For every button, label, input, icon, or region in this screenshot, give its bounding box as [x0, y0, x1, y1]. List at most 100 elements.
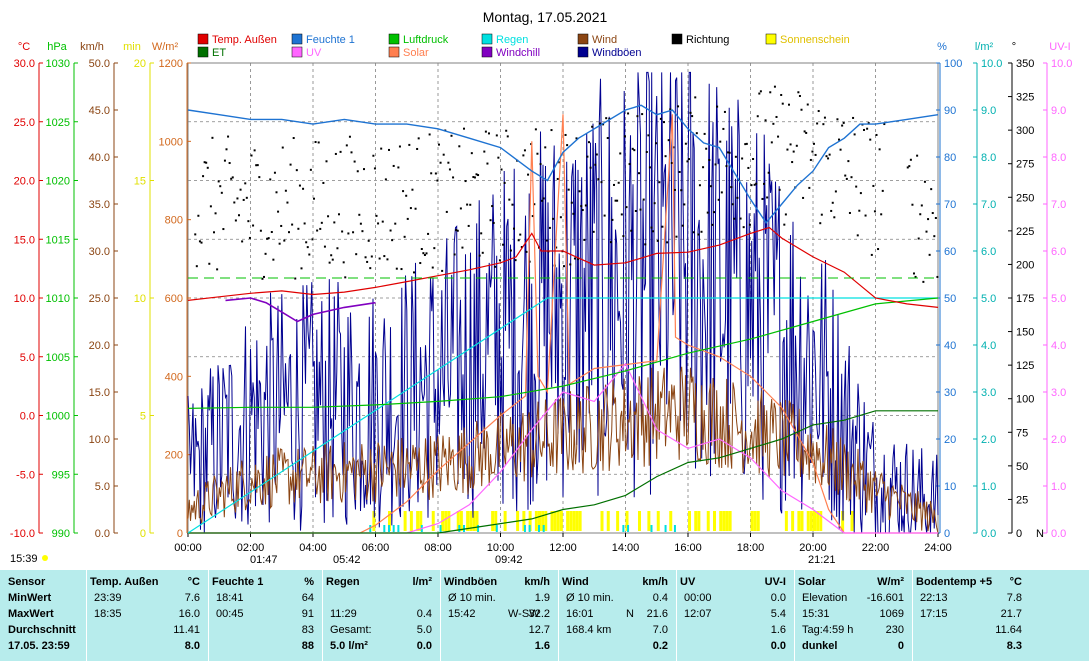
direction-point	[600, 181, 603, 184]
direction-point	[908, 165, 911, 168]
axis-tick-label-solar: 600	[165, 293, 183, 305]
direction-point	[386, 258, 389, 261]
direction-point	[917, 237, 920, 240]
direction-point	[919, 213, 922, 216]
series-feuchte1	[187, 104, 939, 224]
direction-point	[292, 137, 295, 140]
direction-point	[645, 151, 648, 154]
axis-tick-label-uv: 10.0	[1051, 58, 1072, 70]
direction-point	[375, 214, 378, 217]
direction-point	[423, 254, 426, 257]
direction-point	[936, 275, 939, 278]
series-sonnenschein	[372, 511, 854, 531]
direction-point	[723, 110, 726, 113]
direction-point	[458, 145, 461, 148]
direction-point	[261, 277, 264, 280]
sunshine-bar	[784, 511, 788, 531]
direction-point	[706, 211, 709, 214]
direction-point	[328, 261, 331, 264]
direction-point	[253, 149, 256, 152]
direction-point	[363, 168, 365, 171]
direction-point	[869, 138, 872, 141]
direction-point	[758, 92, 761, 95]
legend-swatch	[388, 33, 400, 45]
direction-point	[266, 237, 269, 240]
table-column-header: Bodentemp +5	[916, 576, 993, 588]
direction-point	[711, 223, 714, 226]
axis-tick-label-rain: 0.0	[981, 528, 996, 540]
sunshine-bar	[816, 511, 820, 531]
sunshine-bar	[566, 511, 570, 531]
direction-point	[405, 194, 408, 197]
table-cell-label: 17:15	[920, 608, 948, 620]
table-column-header: Solar	[798, 576, 826, 588]
direction-point	[433, 247, 436, 250]
table-cell-value: 0.0	[416, 640, 432, 652]
direction-point	[742, 226, 745, 229]
axis-tick-label-direction: 75	[1016, 427, 1028, 439]
axis-tick-label-direction: 125	[1016, 360, 1034, 372]
sunshine-bar	[806, 511, 810, 531]
direction-point	[777, 135, 780, 138]
direction-point	[578, 190, 581, 193]
axis-tick-label-direction: 50	[1016, 461, 1028, 473]
direction-point	[366, 260, 369, 263]
direction-point	[659, 117, 662, 120]
sunshine-bar	[756, 511, 760, 531]
axis-tick-label-direction: 300	[1016, 125, 1034, 137]
table-cell-value: 230	[885, 624, 904, 636]
direction-point	[661, 225, 664, 228]
direction-point	[244, 182, 247, 185]
direction-point	[283, 239, 286, 242]
sunshine-bar	[494, 511, 498, 531]
table-cell-label: 15:42	[448, 608, 476, 620]
direction-point	[731, 203, 734, 206]
axis-tick-label-direction: 150	[1016, 327, 1034, 339]
table-cell-label: 00:00	[684, 592, 712, 604]
axis-tick-label-pressure: 1030	[46, 58, 70, 70]
sunshine-bar	[722, 511, 726, 531]
direction-point	[628, 163, 631, 166]
direction-point	[719, 140, 722, 143]
direction-point	[341, 230, 344, 233]
direction-point	[728, 151, 731, 154]
x-tick-label: 12:00	[549, 542, 577, 554]
direction-point	[570, 201, 573, 204]
sunshine-bar	[538, 511, 541, 531]
direction-point	[384, 178, 387, 181]
direction-point	[839, 148, 842, 151]
table-cell-value: 8.3	[1006, 640, 1022, 652]
direction-point	[317, 141, 320, 144]
direction-point	[683, 203, 686, 206]
direction-point	[759, 90, 762, 93]
direction-point	[281, 146, 284, 149]
axis-tick-label-temp: 5.0	[20, 352, 35, 364]
direction-point	[595, 153, 598, 156]
table-column-header: Regen	[326, 576, 360, 588]
table-cell-label: 23:39	[94, 592, 122, 604]
table-column-header: Windböen	[444, 576, 498, 588]
direction-point	[853, 133, 856, 136]
direction-point	[539, 163, 542, 166]
table-cell-value: 11.64	[995, 624, 1022, 636]
direction-point	[692, 231, 695, 234]
direction-point	[920, 204, 923, 207]
axis-title-wind: km/h	[80, 41, 104, 53]
legend-label: Sonnenschein	[780, 34, 850, 46]
direction-point	[513, 227, 515, 230]
direction-point	[619, 152, 622, 155]
direction-point	[669, 108, 672, 111]
direction-point	[417, 137, 420, 140]
direction-point	[722, 127, 725, 130]
table-column-unit: km/h	[642, 576, 668, 588]
table-row-label: 17.05. 23:59	[8, 640, 70, 652]
direction-point	[303, 222, 306, 225]
sunshine-bar	[578, 511, 582, 531]
direction-point	[478, 254, 481, 257]
direction-point	[291, 223, 294, 226]
x-tick-label: 06:00	[362, 542, 390, 554]
direction-point	[480, 232, 483, 235]
direction-point	[609, 241, 612, 244]
direction-point	[911, 203, 914, 206]
direction-point	[216, 268, 219, 271]
